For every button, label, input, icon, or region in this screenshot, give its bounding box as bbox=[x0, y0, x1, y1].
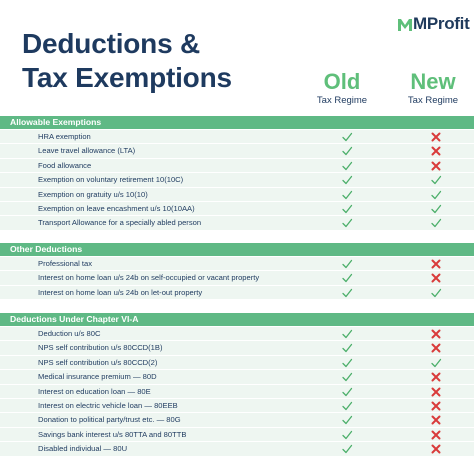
check-icon bbox=[341, 386, 353, 398]
page-title: Deductions & Tax Exemptions bbox=[22, 27, 232, 95]
cross-icon bbox=[430, 145, 442, 157]
check-icon bbox=[341, 258, 353, 270]
table-row: Deduction u/s 80C bbox=[0, 327, 474, 342]
table-row: HRA exemption bbox=[0, 130, 474, 145]
check-icon bbox=[341, 203, 353, 215]
column-old-label: Old bbox=[323, 69, 361, 94]
table-row: Leave travel allowance (LTA) bbox=[0, 144, 474, 159]
check-icon bbox=[341, 272, 353, 284]
row-label: Interest on education loan — 80E bbox=[38, 386, 151, 396]
table-row: Transport Allowance for a specially able… bbox=[0, 216, 474, 231]
check-icon bbox=[341, 160, 353, 172]
check-icon bbox=[341, 217, 353, 229]
row-label: NPS self contribution u/s 80CCD(2) bbox=[38, 357, 158, 367]
page-title-line-2: Tax Exemptions bbox=[22, 62, 232, 93]
cross-icon bbox=[430, 414, 442, 426]
cross-icon bbox=[430, 328, 442, 340]
brand-name: MProfit bbox=[413, 14, 470, 33]
table-row: Medical insurance premium — 80D bbox=[0, 370, 474, 385]
table-row: Exemption on voluntary retirement 10(10C… bbox=[0, 173, 474, 188]
cross-icon bbox=[430, 258, 442, 270]
brand-logo: MProfit bbox=[398, 14, 470, 34]
table-row: Disabled individual — 80U bbox=[0, 442, 474, 457]
check-icon bbox=[341, 342, 353, 354]
cross-icon bbox=[430, 443, 442, 455]
check-icon bbox=[430, 357, 442, 369]
section-header: Deductions Under Chapter VI-A bbox=[0, 313, 474, 326]
cross-icon bbox=[430, 131, 442, 143]
table-row: Savings bank interest u/s 80TTA and 80TT… bbox=[0, 427, 474, 443]
cross-icon bbox=[430, 160, 442, 172]
cross-icon bbox=[430, 342, 442, 354]
check-icon bbox=[341, 371, 353, 383]
check-icon bbox=[430, 217, 442, 229]
row-label: Food allowance bbox=[38, 160, 92, 170]
table-row: Professional tax bbox=[0, 257, 474, 272]
check-icon bbox=[341, 145, 353, 157]
check-icon bbox=[430, 189, 442, 201]
check-icon bbox=[430, 287, 442, 299]
column-new-sub: Tax Regime bbox=[407, 95, 459, 106]
row-label: NPS self contribution u/s 80CCD(1B) bbox=[38, 343, 163, 353]
check-icon bbox=[341, 443, 353, 455]
column-new-label: New bbox=[410, 69, 456, 94]
check-icon bbox=[341, 414, 353, 426]
row-label: Savings bank interest u/s 80TTA and 80TT… bbox=[38, 429, 187, 439]
row-label: Deduction u/s 80C bbox=[38, 329, 101, 338]
cross-icon bbox=[430, 386, 442, 398]
table-row: Food allowance bbox=[0, 158, 474, 174]
row-label: Exemption on voluntary retirement 10(10C… bbox=[38, 175, 184, 185]
table-row: NPS self contribution u/s 80CCD(2) bbox=[0, 355, 474, 371]
cross-icon bbox=[430, 400, 442, 412]
row-label: Interest on electric vehicle loan — 80EE… bbox=[38, 401, 178, 410]
table-row: NPS self contribution u/s 80CCD(1B) bbox=[0, 341, 474, 356]
check-icon bbox=[430, 174, 442, 186]
check-icon bbox=[341, 357, 353, 369]
row-label: Interest on home loan u/s 24b on self-oc… bbox=[38, 273, 260, 283]
check-icon bbox=[341, 131, 353, 143]
table-row: Exemption on leave encashment u/s 10(10A… bbox=[0, 202, 474, 217]
table-row: Interest on home loan u/s 24b on let-out… bbox=[0, 285, 474, 301]
row-label: Professional tax bbox=[38, 259, 93, 268]
row-label: HRA exemption bbox=[38, 132, 91, 141]
row-label: Donation to political party/trust etc. —… bbox=[38, 415, 181, 425]
row-label: Transport Allowance for a specially able… bbox=[38, 218, 202, 228]
table-row: Interest on home loan u/s 24b on self-oc… bbox=[0, 271, 474, 286]
row-label: Interest on home loan u/s 24b on let-out… bbox=[38, 287, 203, 297]
check-icon bbox=[341, 400, 353, 412]
check-icon bbox=[341, 287, 353, 299]
row-label: Exemption on gratuity u/s 10(10) bbox=[38, 189, 148, 199]
check-icon bbox=[341, 328, 353, 340]
check-icon bbox=[341, 189, 353, 201]
page-title-line-1: Deductions & bbox=[22, 28, 201, 59]
column-header-new: New Tax Regime bbox=[393, 70, 473, 107]
mprofit-logo-icon bbox=[398, 16, 412, 32]
check-icon bbox=[430, 203, 442, 215]
row-label: Disabled individual — 80U bbox=[38, 444, 128, 454]
column-header-old: Old Tax Regime bbox=[302, 70, 382, 107]
cross-icon bbox=[430, 272, 442, 284]
cross-icon bbox=[430, 371, 442, 383]
table-row: Interest on education loan — 80E bbox=[0, 384, 474, 399]
check-icon bbox=[341, 174, 353, 186]
table-row: Donation to political party/trust etc. —… bbox=[0, 413, 474, 428]
column-old-sub: Tax Regime bbox=[316, 95, 368, 106]
row-label: Exemption on leave encashment u/s 10(10A… bbox=[38, 204, 195, 213]
row-label: Leave travel allowance (LTA) bbox=[38, 146, 136, 156]
table-row: Interest on electric vehicle loan — 80EE… bbox=[0, 399, 474, 414]
table-row: Exemption on gratuity u/s 10(10) bbox=[0, 187, 474, 202]
row-label: Medical insurance premium — 80D bbox=[38, 372, 157, 382]
cross-icon bbox=[430, 429, 442, 441]
section-header: Other Deductions bbox=[0, 243, 474, 256]
section-header: Allowable Exemptions bbox=[0, 116, 474, 129]
check-icon bbox=[341, 429, 353, 441]
